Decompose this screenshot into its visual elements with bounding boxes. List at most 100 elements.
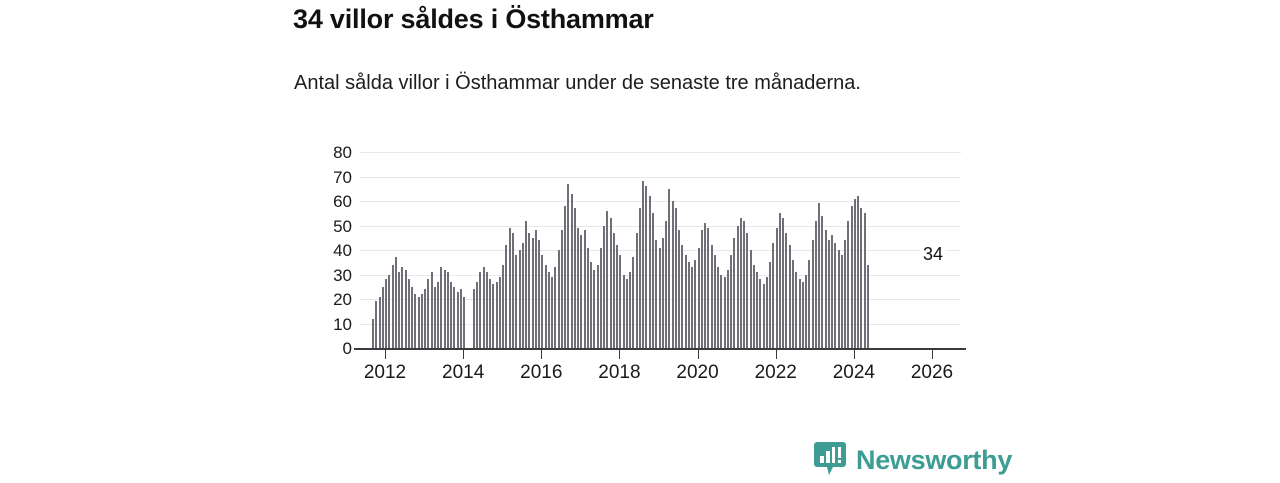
bar: [629, 272, 632, 348]
bar: [375, 301, 378, 348]
bar: [824, 230, 827, 348]
bar: [713, 254, 716, 348]
bar: [739, 218, 742, 348]
bar: [479, 272, 482, 348]
bar: [752, 264, 755, 348]
bar: [414, 294, 417, 348]
y-axis-tick-label: 80: [333, 143, 352, 162]
newsworthy-bar-chart-bubble-icon: [814, 442, 846, 478]
bar: [736, 225, 739, 348]
x-axis-tick: [463, 350, 465, 359]
bar: [505, 245, 508, 348]
bar: [534, 230, 537, 348]
bar: [459, 289, 462, 348]
bar: [857, 196, 860, 348]
y-axis-labels: 0 10 20 30 40 50 60 70 80: [300, 143, 352, 358]
bar: [847, 220, 850, 348]
bar: [788, 245, 791, 348]
gridline: [360, 299, 961, 300]
bar: [508, 227, 511, 348]
bar: [642, 181, 645, 348]
bar: [417, 296, 420, 348]
x-axis-tick-label: 2020: [676, 362, 719, 383]
plot-area: [360, 152, 961, 348]
bar: [801, 281, 804, 348]
bar: [681, 245, 684, 348]
bar: [495, 281, 498, 348]
bar: [590, 262, 593, 348]
x-axis-tick: [932, 350, 933, 359]
bar: [645, 186, 648, 348]
bar: [704, 223, 707, 348]
bar: [762, 284, 765, 348]
bar: [433, 286, 436, 348]
bar: [795, 272, 798, 348]
bar: [420, 294, 423, 348]
bar: [616, 245, 619, 348]
bar: [648, 196, 651, 348]
bar: [547, 272, 550, 348]
bar: [863, 213, 866, 348]
bar: [778, 213, 781, 348]
y-axis-tick-label: 50: [333, 216, 352, 236]
gridline: [360, 274, 961, 276]
bar: [430, 272, 433, 348]
bar: [717, 267, 720, 348]
bar: [668, 188, 671, 348]
bar: [564, 205, 567, 348]
bar: [446, 272, 449, 348]
bar: [785, 232, 788, 348]
x-axis-line: [354, 348, 966, 350]
bar: [450, 281, 453, 348]
bar: [687, 262, 690, 348]
bar: [746, 232, 749, 348]
bar: [424, 289, 427, 348]
bar: [612, 232, 615, 348]
bar: [528, 232, 531, 348]
bar: [580, 235, 583, 348]
bar: [723, 276, 726, 348]
y-axis-tick-label: 0: [342, 339, 352, 358]
bar: [759, 279, 762, 348]
bar: [401, 267, 404, 348]
bar: [844, 240, 847, 348]
bar: [707, 227, 710, 348]
bar: [443, 269, 446, 348]
bar: [775, 227, 778, 348]
bar: [726, 269, 729, 348]
bar: [622, 274, 625, 348]
bar: [577, 227, 580, 348]
bar: [583, 230, 586, 348]
bar: [700, 230, 703, 348]
bar: [805, 274, 807, 348]
bar: [586, 247, 589, 348]
bar: [840, 254, 843, 348]
bar: [603, 225, 606, 348]
y-axis-tick-label: 60: [333, 192, 352, 211]
bar: [818, 203, 821, 348]
bar: [554, 267, 557, 348]
newsworthy-logo[interactable]: Newsworthy: [814, 442, 1012, 480]
gridline: [360, 152, 961, 153]
gridline: [360, 225, 961, 227]
bar: [837, 250, 840, 348]
bar: [485, 272, 488, 348]
bar: [544, 264, 547, 348]
bar: [850, 205, 853, 348]
bar: [720, 274, 723, 348]
bar: [538, 240, 541, 348]
bar: [661, 237, 664, 348]
gridline: [360, 323, 961, 325]
bar: [385, 279, 387, 348]
x-axis-tick: [853, 350, 855, 359]
bar: [860, 208, 863, 348]
bar: [596, 264, 599, 348]
bar: [632, 257, 635, 348]
bar: [404, 269, 407, 348]
bar: [472, 289, 475, 348]
bar: [560, 230, 563, 348]
x-axis-tick-label: 2026: [910, 362, 954, 383]
bar: [599, 247, 602, 348]
gridline: [360, 250, 961, 251]
